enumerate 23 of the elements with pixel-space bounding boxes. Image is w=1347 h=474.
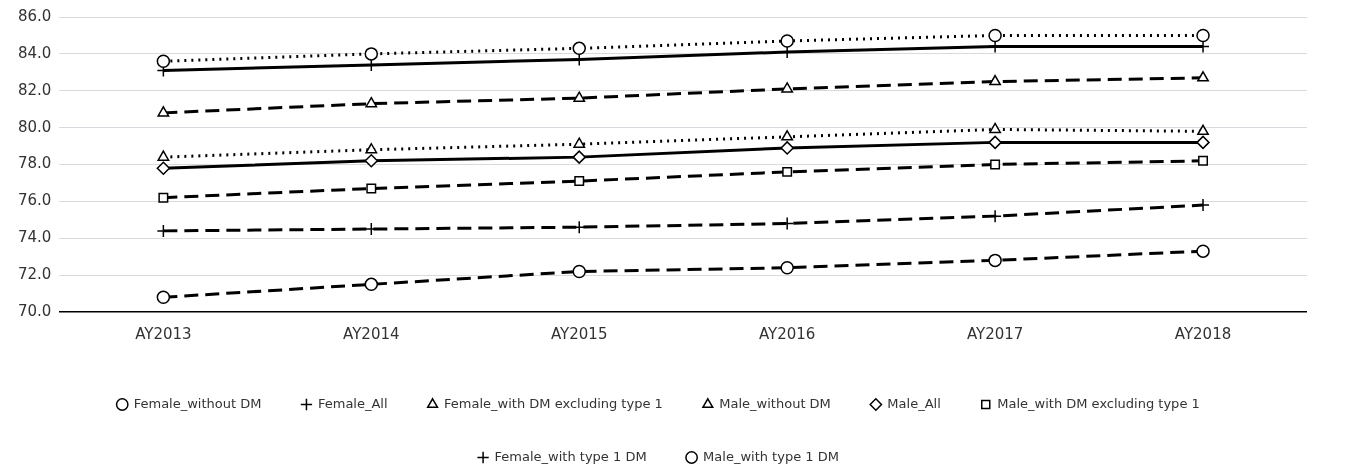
y-tick-label: 82.0	[17, 80, 52, 99]
legend-label: Female_without DM	[133, 395, 262, 411]
legend-label: Male_with type 1 DM	[703, 448, 839, 464]
x-tick-label: AY2015	[551, 324, 608, 343]
y-tick-label: 80.0	[17, 117, 52, 136]
x-tick-label: AY2014	[343, 324, 400, 343]
x-tick-label: AY2016	[758, 324, 816, 343]
legend-label: Male_with DM excluding type 1	[997, 395, 1200, 411]
y-tick-label: 78.0	[17, 154, 52, 173]
y-tick-label: 72.0	[17, 265, 52, 284]
legend-label: Female_All	[317, 395, 388, 411]
legend-label: Female_with type 1 DM	[494, 448, 647, 464]
legend-label: Male_All	[887, 395, 941, 411]
x-tick-label: AY2018	[1174, 324, 1232, 343]
y-tick-label: 86.0	[17, 6, 52, 25]
legend-label: Male_without DM	[719, 395, 831, 411]
x-tick-label: AY2013	[135, 324, 192, 343]
legend-label: Female_with DM excluding type 1	[444, 395, 663, 411]
y-tick-label: 76.0	[17, 191, 52, 210]
y-tick-label: 74.0	[17, 228, 52, 247]
y-tick-label: 84.0	[17, 43, 52, 62]
y-tick-label: 70.0	[17, 301, 52, 320]
x-tick-label: AY2017	[966, 324, 1024, 343]
